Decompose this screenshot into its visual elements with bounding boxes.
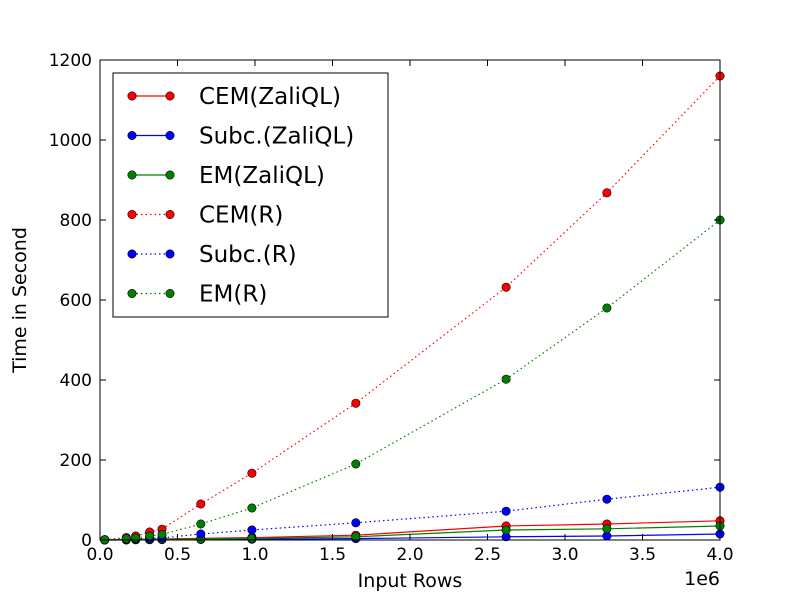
data-point-em-r	[247, 503, 257, 513]
data-point-em-r	[351, 459, 361, 469]
data-point-em-zaliql	[351, 532, 361, 542]
legend-label: CEM(ZaliQL)	[199, 84, 341, 110]
x-axis-offset-label: 1e6	[684, 568, 720, 590]
data-point-em-r	[145, 531, 155, 541]
legend-marker	[127, 288, 137, 298]
legend-entry-subc-zaliql: Subc.(ZaliQL)	[127, 124, 354, 150]
x-tick-label: 4.0	[706, 545, 733, 565]
legend-marker	[127, 249, 137, 259]
data-point-em-r	[131, 533, 141, 543]
data-point-em-zaliql	[602, 524, 612, 534]
legend-box	[112, 72, 389, 318]
legend-marker	[127, 131, 137, 141]
legend-entry-cem-zaliql: CEM(ZaliQL)	[127, 84, 341, 110]
data-point-em-r	[121, 534, 131, 544]
legend-label: Subc.(ZaliQL)	[199, 124, 354, 150]
legend-marker	[127, 91, 137, 101]
y-axis-label: Time in Second	[9, 227, 31, 374]
y-tick-label: 800	[60, 211, 92, 231]
data-point-subc-r	[247, 525, 257, 535]
data-point-cem-r	[602, 188, 612, 198]
legend: CEM(ZaliQL) Subc.(ZaliQL) EM(ZaliQL) CEM(R)…	[112, 72, 389, 318]
legend-marker	[165, 131, 175, 141]
series-em-r	[100, 215, 725, 545]
x-tick-label: 0.5	[164, 545, 191, 565]
legend-label: Subc.(R)	[199, 242, 297, 268]
legend-entry-em-zaliql: EM(ZaliQL)	[127, 163, 325, 189]
y-tick-label: 1000	[49, 131, 92, 151]
x-tick-label: 3.0	[551, 545, 578, 565]
legend-marker	[165, 249, 175, 259]
data-point-em-r	[196, 519, 206, 529]
legend-marker	[165, 91, 175, 101]
plot-area	[100, 71, 725, 545]
legend-label: EM(R)	[199, 282, 267, 308]
data-point-cem-r	[351, 398, 361, 408]
x-tick-label: 0.0	[86, 545, 113, 565]
x-axis-label: Input Rows	[358, 570, 463, 592]
legend-marker	[127, 170, 137, 180]
y-tick-label: 0	[81, 531, 92, 551]
data-point-cem-r	[501, 282, 511, 292]
data-point-em-r	[501, 374, 511, 384]
x-tick-label: 3.5	[629, 545, 656, 565]
data-point-em-r	[602, 303, 612, 313]
data-point-subc-r	[351, 518, 361, 528]
legend-marker	[165, 170, 175, 180]
data-point-subc-r	[501, 506, 511, 516]
legend-label: CEM(R)	[199, 203, 283, 229]
data-point-subc-r	[196, 529, 206, 539]
legend-marker	[165, 210, 175, 220]
x-tick-label: 1.5	[319, 545, 346, 565]
axis-ticks: 0.0 0.5 1.0 1.5 2.0 2.5 3.0 3.5 4.0 0 200 400 600 800…	[49, 51, 734, 565]
y-tick-label: 600	[60, 291, 92, 311]
data-point-cem-r	[247, 468, 257, 478]
y-tick-label: 400	[60, 371, 92, 391]
data-point-cem-r	[196, 499, 206, 509]
legend-entry-em-r: EM(R)	[127, 282, 267, 308]
legend-marker	[165, 288, 175, 298]
legend-entry-cem-r: CEM(R)	[127, 203, 283, 229]
data-point-em-zaliql	[501, 525, 511, 535]
x-tick-label: 2.5	[474, 545, 501, 565]
legend-marker	[127, 210, 137, 220]
y-tick-label: 1200	[49, 51, 92, 71]
legend-entry-subc-r: Subc.(R)	[127, 242, 297, 268]
legend-label: EM(ZaliQL)	[199, 163, 325, 189]
data-point-em-r	[157, 529, 167, 539]
x-tick-label: 2.0	[396, 545, 423, 565]
x-tick-label: 1.0	[241, 545, 268, 565]
data-point-subc-r	[602, 494, 612, 504]
y-tick-label: 200	[60, 451, 92, 471]
